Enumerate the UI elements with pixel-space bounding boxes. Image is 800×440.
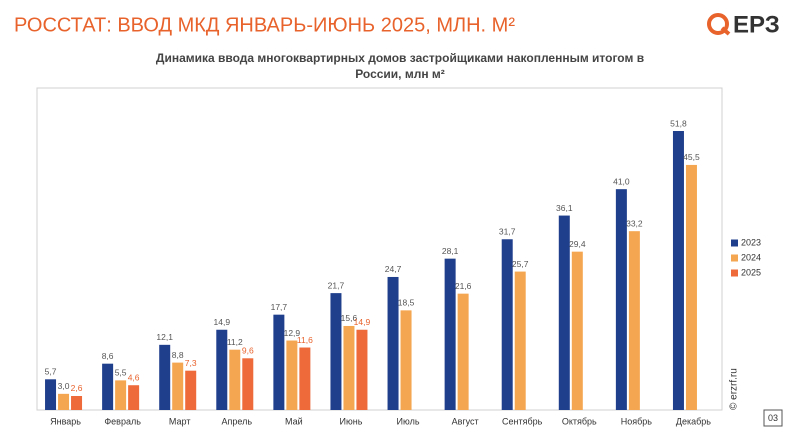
bar [387, 276, 399, 410]
x-tick-label: Январь [50, 416, 81, 426]
x-tick-label: Октябрь [562, 416, 597, 426]
chart-title: Динамика ввода многоквартирных домов зас… [155, 51, 645, 81]
page-title: РОССТАТ: ВВОД МКД ЯНВАРЬ-ИЮНЬ 2025, МЛН.… [14, 14, 515, 36]
value-label: 5,5 [115, 368, 127, 378]
value-label: 11,6 [297, 335, 313, 345]
value-label: 33,2 [626, 218, 643, 228]
value-label: 24,7 [385, 264, 402, 274]
bar [273, 314, 285, 410]
plot-area [36, 87, 723, 411]
value-label: 8,8 [172, 350, 184, 360]
bar [343, 325, 355, 410]
copyright: © erzrf.ru [729, 368, 740, 410]
legend-swatch [731, 254, 738, 262]
bar [615, 189, 627, 410]
value-label: 14,9 [354, 317, 371, 327]
bar [71, 395, 83, 410]
legend-label: 2025 [741, 267, 761, 277]
bar [444, 258, 456, 410]
value-label: 9,6 [242, 346, 254, 356]
bar [185, 370, 197, 410]
bar [514, 271, 526, 410]
value-label: 12,9 [284, 328, 301, 338]
value-label: 45,5 [683, 152, 700, 162]
x-tick-label: Май [285, 416, 303, 426]
bar [330, 293, 342, 410]
bar [216, 329, 228, 410]
bar [571, 251, 583, 410]
value-label: 15,6 [341, 313, 358, 323]
page-number-box [763, 409, 783, 427]
value-label: 36,1 [556, 203, 573, 213]
value-label: 31,7 [499, 227, 516, 237]
bar [685, 164, 697, 410]
bar [400, 310, 412, 410]
bar [102, 363, 114, 410]
logo: ЕРЗ [733, 11, 780, 38]
value-label: 51,8 [670, 118, 687, 128]
x-tick-label: Декабрь [676, 416, 711, 426]
value-label: 12,1 [156, 332, 173, 342]
legend-swatch [731, 269, 738, 277]
bar [672, 131, 684, 410]
bar [45, 379, 57, 410]
bar [58, 393, 70, 410]
legend-label: 2023 [741, 237, 761, 247]
value-label: 21,7 [328, 280, 345, 290]
x-tick-label: Август [452, 416, 479, 426]
value-label: 2,6 [71, 383, 83, 393]
bar [286, 340, 298, 410]
value-label: 3,0 [58, 381, 70, 391]
x-tick-label: Сентябрь [502, 416, 543, 426]
value-label: 21,6 [455, 281, 472, 291]
bar [242, 358, 254, 410]
value-label: 4,6 [128, 372, 140, 382]
value-label: 8,6 [102, 351, 114, 361]
value-label: 17,7 [271, 302, 288, 312]
value-label: 41,0 [613, 176, 630, 186]
legend-swatch [731, 239, 738, 247]
bar [229, 349, 241, 410]
value-label: 14,9 [214, 317, 231, 327]
bar [299, 347, 311, 410]
x-tick-label: Июнь [340, 416, 363, 426]
value-label: 18,5 [398, 298, 415, 308]
bar [172, 362, 184, 410]
bar [128, 385, 140, 410]
value-label: 29,4 [569, 239, 586, 249]
value-label: 5,7 [45, 367, 57, 377]
bar [115, 380, 127, 410]
legend-label: 2024 [741, 252, 761, 262]
bar [558, 215, 570, 410]
x-tick-label: Ноябрь [621, 416, 653, 426]
logo-icon [707, 13, 729, 35]
bar [159, 344, 171, 410]
x-tick-label: Март [169, 416, 191, 426]
bar [501, 239, 513, 410]
x-tick-label: Июль [397, 416, 420, 426]
page-number: 03 [768, 413, 778, 423]
bar [628, 231, 640, 410]
value-label: 25,7 [512, 259, 529, 269]
value-label: 11,2 [227, 337, 243, 347]
x-tick-label: Февраль [104, 416, 141, 426]
bar [356, 329, 368, 410]
value-label: 7,3 [185, 358, 197, 368]
value-label: 28,1 [442, 246, 459, 256]
x-tick-label: Апрель [222, 416, 253, 426]
bar [457, 293, 469, 410]
logo-icon-tail [720, 26, 731, 36]
